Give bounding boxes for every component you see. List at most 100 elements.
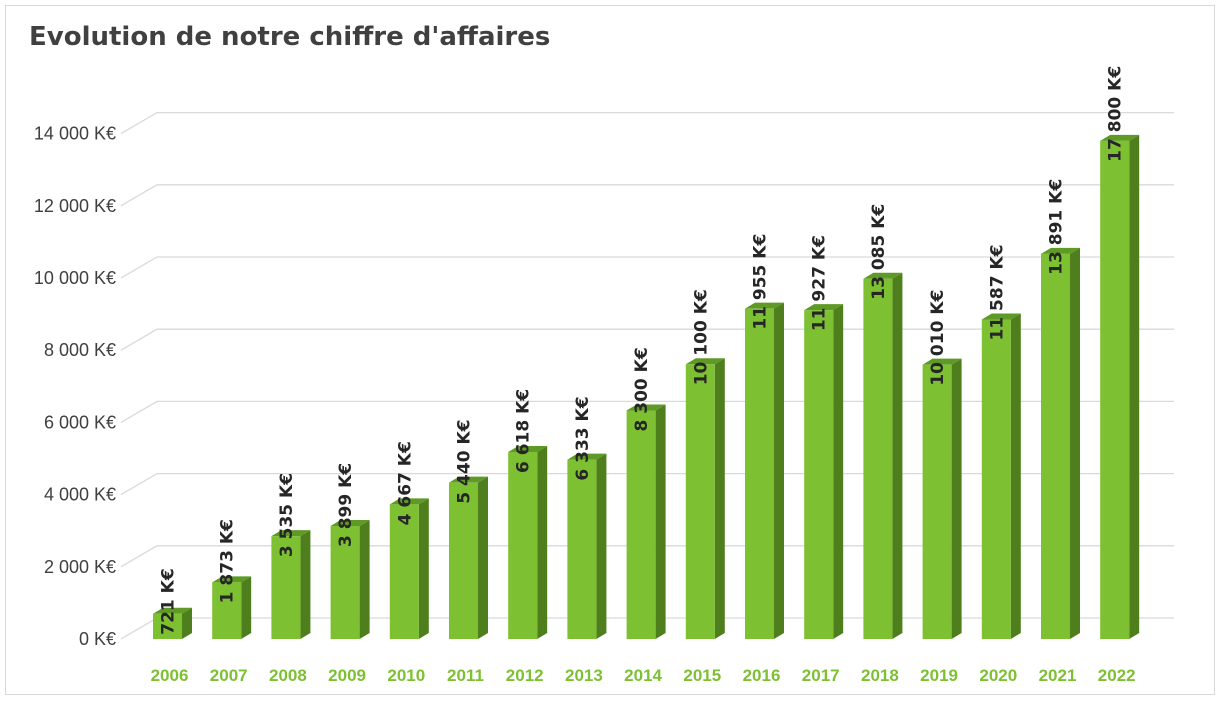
y-tick-label: 4 000 K€ [44,485,116,505]
bar-front [449,482,478,639]
data-label: 17 800 K€ [1106,66,1126,162]
x-tick-label: 2009 [328,666,366,685]
bar [271,530,311,639]
data-label: 721 K€ [159,568,179,634]
bar-side [892,272,903,639]
gridline [120,111,1174,135]
bar-front [330,526,360,639]
bar [745,302,784,639]
bar-front [981,319,1011,639]
bar-side [300,530,311,639]
y-tick-label: 10 000 K€ [34,268,116,288]
bar [863,272,903,639]
bar-side [951,358,962,639]
bar-side [359,520,370,639]
y-tick-label: 0 K€ [79,629,116,649]
bar-top [508,446,548,453]
bar-side [241,576,252,639]
bar-side [774,302,784,639]
data-label: 6 618 K€ [514,389,534,473]
bar-top [212,576,252,583]
x-tick-label: 2020 [979,666,1017,685]
bar-top [449,476,488,483]
y-tick-label: 12 000 K€ [34,196,116,216]
bar-side [478,476,488,639]
bar-front [271,536,301,639]
data-label: 1 873 K€ [218,519,238,603]
x-tick-label: 2010 [387,666,425,685]
bar-top [745,302,784,309]
x-tick-label: 2017 [802,666,840,685]
x-tick-label: 2008 [269,666,307,685]
x-tick-label: 2019 [920,666,958,685]
bar [212,576,252,639]
y-axis-ticks: 0 K€ 2 000 K€ 4 000 K€ 6 000 K€ 8 000 K€ 10 0… [34,124,116,649]
bar-side [1129,134,1140,639]
bar-side [537,446,548,639]
bar-front [153,613,182,639]
y-tick-label: 6 000 K€ [44,412,116,432]
bar [567,453,607,639]
data-label: 11 927 K€ [810,235,830,331]
bar-top [153,607,192,614]
bar-top [863,272,903,279]
bar [1100,134,1140,639]
bar-top [804,304,844,311]
x-tick-label: 2016 [743,666,781,685]
bar-side [714,358,725,639]
bar-top [1041,247,1080,254]
x-axis-ticks: 2006 2007 2008 2009 2010 2011 2012 2013 2014 2015… [151,666,1136,685]
bar [1041,247,1080,640]
data-label: 13 891 K€ [1047,179,1067,275]
bar-side [1010,313,1021,639]
x-tick-label: 2018 [861,666,899,685]
bar [922,358,962,639]
bar-top [626,404,666,411]
bar-front [626,410,656,639]
bar-side [833,304,844,639]
x-tick-label: 2007 [210,666,248,685]
bars [153,134,1140,640]
bar-side [655,404,666,639]
data-label: 13 085 K€ [869,204,889,300]
bar [389,498,429,639]
x-tick-label: 2015 [683,666,721,685]
bar-top [271,530,311,537]
bar-front [685,364,715,639]
bar [153,607,192,639]
data-label: 3 535 K€ [277,473,297,557]
data-label: 6 333 K€ [573,396,593,480]
bar [626,404,666,639]
bar-front [1100,140,1130,639]
x-tick-label: 2014 [624,666,662,685]
bar-front [567,459,597,639]
bar [330,520,370,639]
chart-title: Evolution de notre chiffre d'affaires [29,22,551,52]
bar [508,446,548,639]
bar-side [596,453,607,639]
gridline [120,184,1174,207]
y-tick-label: 14 000 K€ [34,124,116,144]
bar-front [212,582,242,639]
data-label: 8 300 K€ [632,347,652,431]
data-label: 4 667 K€ [395,441,415,525]
bar-front [745,308,774,639]
bar-front [389,504,419,639]
bar-top [685,358,725,365]
bar-top [330,520,370,527]
bar [449,476,488,639]
bar [685,358,725,639]
x-tick-label: 2013 [565,666,603,685]
bar-side [1070,247,1080,640]
x-tick-label: 2012 [506,666,544,685]
bar-front [804,310,834,639]
data-label: 10 100 K€ [691,289,711,385]
data-label: 11 587 K€ [987,245,1007,341]
bar [981,313,1021,639]
bar-front [863,278,893,639]
bar-front [1041,253,1070,640]
bar-front [508,452,538,639]
x-tick-label: 2006 [151,666,189,685]
bar-top [1100,134,1140,141]
